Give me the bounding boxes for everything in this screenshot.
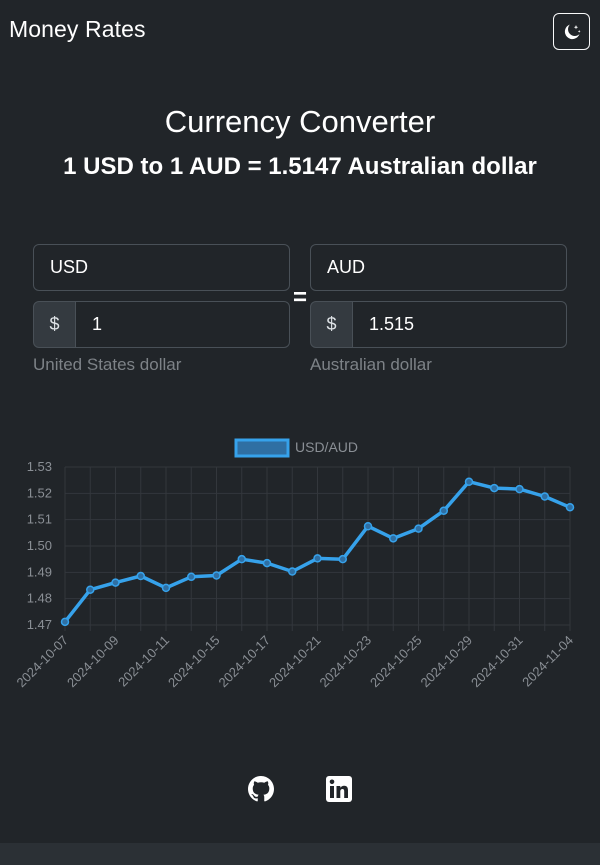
data-point: [464, 477, 474, 486]
y-tick-label: 1.47: [27, 617, 52, 632]
data-point: [262, 558, 272, 568]
moon-stars-icon: [564, 24, 581, 39]
to-currency-select[interactable]: AUD: [310, 244, 567, 291]
y-tick-label: 1.52: [27, 485, 52, 500]
navbar: Money Rates: [0, 0, 600, 62]
x-tick-label: 2024-10-31: [468, 633, 526, 691]
github-icon[interactable]: [248, 776, 274, 802]
data-point: [540, 492, 549, 501]
y-tick-label: 1.50: [27, 538, 52, 553]
to-currency-value: AUD: [327, 257, 366, 277]
y-tick-label: 1.51: [27, 512, 52, 527]
data-point: [111, 578, 120, 587]
from-currency-value: USD: [50, 257, 89, 277]
data-point: [237, 554, 246, 564]
to-amount-value: 1.515: [369, 314, 415, 334]
brand-title[interactable]: Money Rates: [9, 16, 146, 42]
data-point: [490, 483, 499, 493]
to-amount-input[interactable]: 1.515: [352, 301, 567, 348]
theme-toggle-button[interactable]: [553, 13, 590, 50]
data-point: [313, 554, 322, 563]
data-point: [338, 554, 347, 564]
to-currency-name: Australian dollar: [310, 355, 432, 374]
data-point: [389, 534, 398, 543]
from-currency-name: United States dollar: [33, 355, 182, 374]
legend-swatch: [234, 438, 290, 458]
data-point: [363, 522, 373, 531]
from-amount-input[interactable]: 1: [75, 301, 290, 348]
linkedin-icon[interactable]: [326, 776, 352, 802]
data-point: [136, 571, 145, 581]
x-tick-label: 2024-10-23: [316, 633, 374, 691]
data-point: [161, 583, 171, 593]
data-point: [288, 567, 297, 576]
y-tick-label: 1.48: [27, 591, 52, 606]
x-tick-label: 2024-10-21: [266, 633, 324, 691]
x-tick-label: 2024-10-29: [417, 633, 475, 691]
legend-label: USD/AUD: [295, 439, 358, 455]
data-point: [60, 617, 70, 627]
x-tick-label: 2024-10-09: [64, 633, 122, 691]
data-point: [439, 506, 448, 515]
data-point: [187, 572, 196, 582]
from-currency-select[interactable]: USD: [33, 244, 290, 291]
x-tick-label: 2024-10-15: [165, 633, 223, 691]
data-point: [565, 503, 575, 512]
x-tick-label: 2024-11-04: [519, 633, 576, 690]
y-tick-label: 1.49: [27, 564, 52, 579]
x-tick-label: 2024-10-07: [13, 633, 71, 691]
y-tick-label: 1.53: [27, 459, 52, 474]
data-point: [86, 585, 95, 594]
conversion-summary: 1 USD to 1 AUD = 1.5147 Australian dolla…: [63, 153, 537, 180]
data-point: [212, 571, 221, 580]
from-amount-value: 1: [92, 314, 103, 334]
footer-bar: [0, 843, 600, 865]
x-tick-label: 2024-10-17: [215, 633, 273, 691]
data-point: [414, 524, 423, 533]
data-point: [515, 484, 524, 494]
page-title: Currency Converter: [164, 104, 436, 139]
equals-sign: =: [292, 284, 307, 311]
from-currency-symbol: $: [33, 301, 76, 348]
to-currency-symbol: $: [310, 301, 353, 348]
x-tick-label: 2024-10-11: [115, 633, 172, 690]
x-tick-label: 2024-10-25: [367, 633, 425, 691]
exchange-rate-chart: USD/AUD1.531.521.511.501.491.481.472024-…: [13, 438, 576, 691]
